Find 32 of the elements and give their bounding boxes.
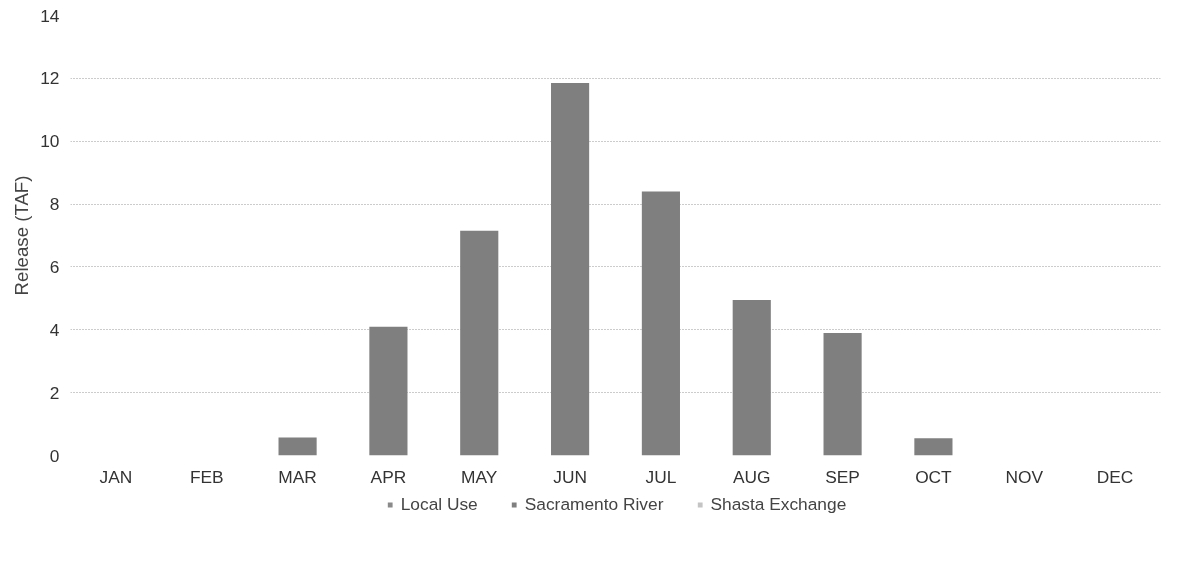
y-tick-label: 10 <box>40 131 60 152</box>
y-tick-label: 14 <box>40 5 60 26</box>
bar <box>278 437 317 456</box>
y-tick-label: 12 <box>40 68 60 89</box>
y-tick-label: 4 <box>49 319 60 340</box>
legend-label: Local Use <box>400 493 478 515</box>
x-tick-label: OCT <box>915 466 953 487</box>
y-tick-label: 0 <box>49 445 60 466</box>
x-tick-label: SEP <box>825 466 860 487</box>
x-tick-label: NOV <box>1005 466 1044 487</box>
legend-label: Sacramento River <box>524 493 664 515</box>
legend-label: Shasta Exchange <box>710 493 847 515</box>
bar <box>732 299 771 456</box>
x-tick-label: JUN <box>553 466 587 487</box>
y-tick-label: 2 <box>49 382 60 403</box>
x-tick-label: JUL <box>645 466 677 487</box>
bar <box>460 230 499 456</box>
bar <box>914 438 953 456</box>
y-tick-label: 8 <box>49 194 60 215</box>
bar <box>551 83 590 456</box>
bar <box>369 326 408 456</box>
x-tick-label: MAR <box>278 466 317 487</box>
x-tick-label: JAN <box>99 466 133 487</box>
x-tick-label: APR <box>370 466 407 487</box>
x-tick-label: FEB <box>189 466 224 487</box>
x-tick-label: DEC <box>1096 466 1134 487</box>
x-tick-label: AUG <box>732 466 771 487</box>
x-tick-label: MAY <box>461 466 498 487</box>
y-axis-title: Release (TAF) <box>11 175 33 296</box>
bar <box>641 191 680 456</box>
bar <box>823 332 862 456</box>
y-tick-label: 6 <box>49 256 60 277</box>
